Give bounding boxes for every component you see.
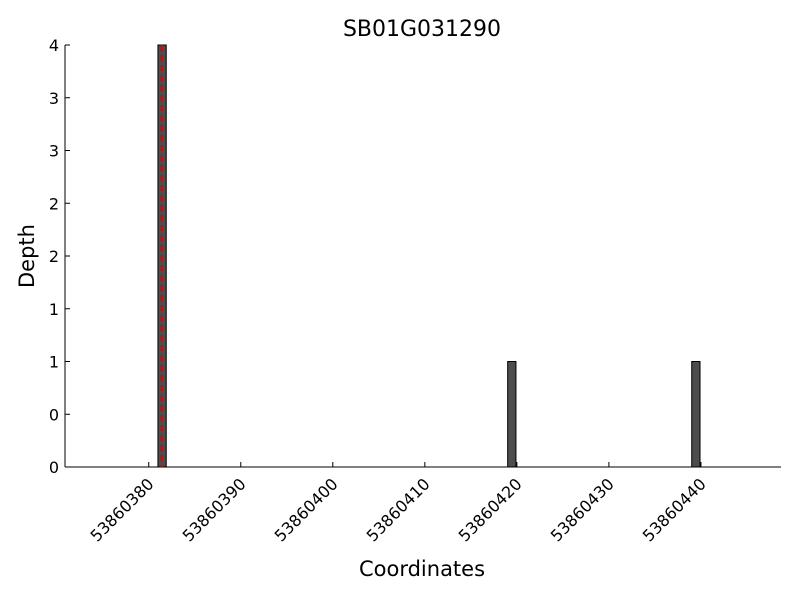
y-tick-label: 1	[49, 353, 59, 372]
x-tick-label: 53860390	[179, 474, 250, 545]
y-tick-label: 2	[49, 247, 59, 266]
y-tick-label: 4	[49, 36, 59, 55]
x-tick-label: 53860420	[455, 474, 526, 545]
y-tick-label: 3	[49, 89, 59, 108]
x-tick-label: 53860430	[547, 474, 618, 545]
x-tick-label: 53860380	[87, 474, 158, 545]
y-tick-label: 1	[49, 300, 59, 319]
bar	[691, 361, 701, 468]
y-axis-label: Depth	[15, 224, 39, 288]
x-axis-label: Coordinates	[359, 557, 485, 581]
x-tick-label: 53860440	[639, 474, 710, 545]
x-tick-label: 53860400	[271, 474, 342, 545]
y-tick-label: 2	[49, 194, 59, 213]
chart-title: SB01G031290	[343, 17, 501, 42]
y-tick-label: 0	[49, 458, 59, 477]
x-tick-label: 53860410	[363, 474, 434, 545]
y-tick-label: 0	[49, 405, 59, 424]
y-tick-label: 3	[49, 142, 59, 161]
bar	[507, 361, 517, 468]
